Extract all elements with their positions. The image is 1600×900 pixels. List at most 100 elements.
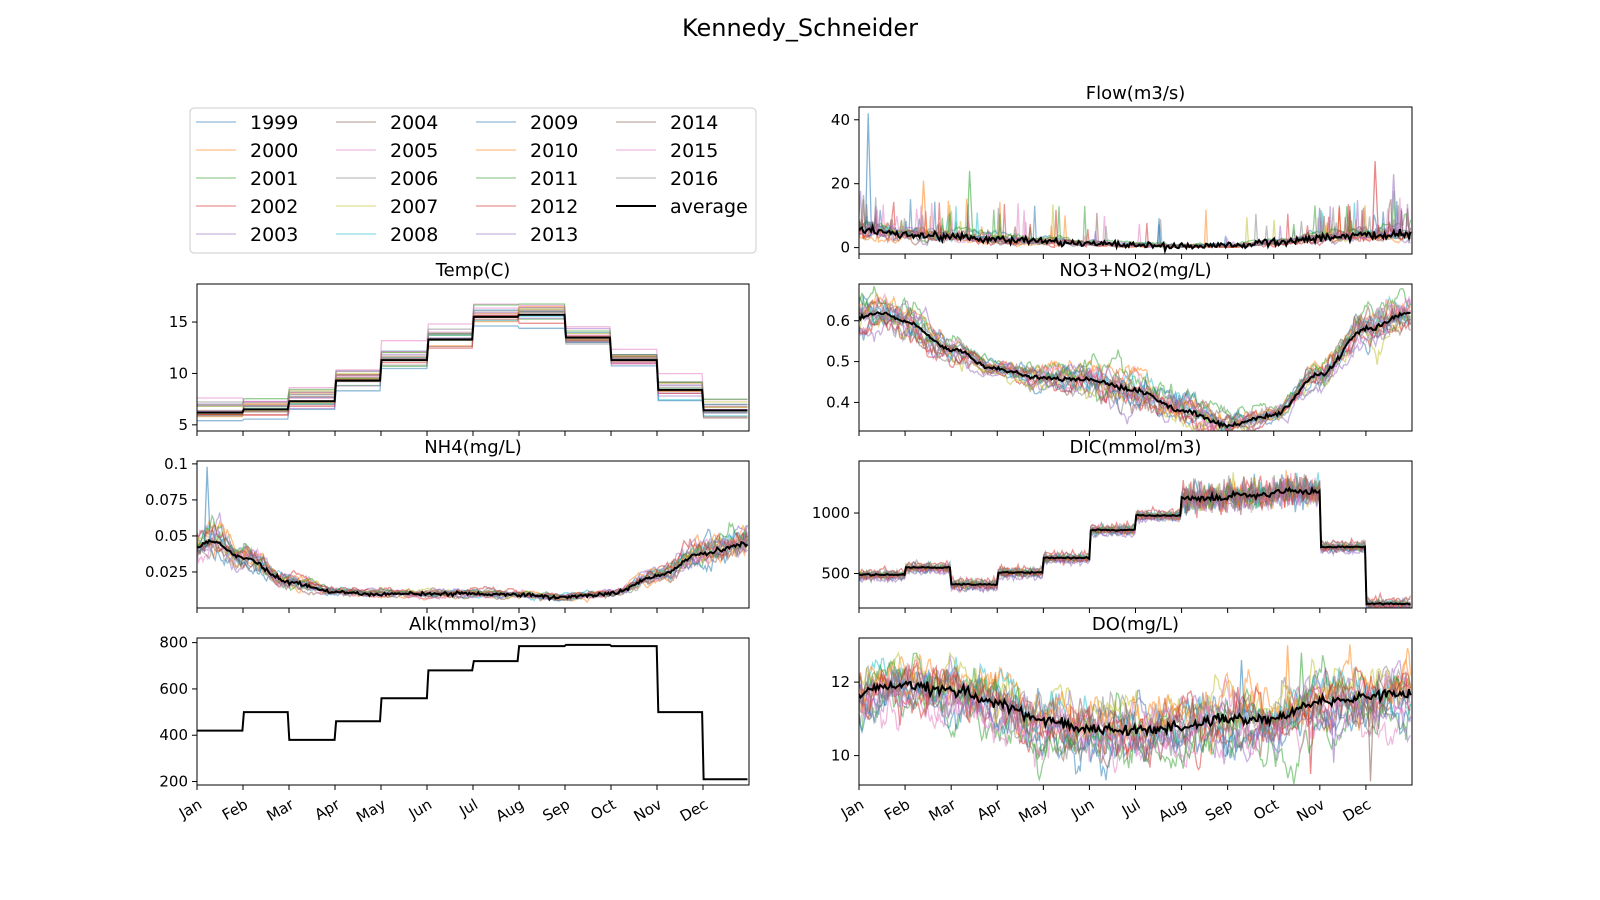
legend-label: 2006 bbox=[390, 168, 438, 190]
alk-title: Alk(mmol/m3) bbox=[409, 614, 537, 635]
temp-ytick-label: 10 bbox=[169, 364, 188, 382]
do-series-2014 bbox=[859, 665, 1412, 752]
alk-xtick-label: Oct bbox=[588, 795, 620, 824]
do-ytick-label: 12 bbox=[831, 673, 850, 691]
alk-ytick-label: 600 bbox=[159, 680, 188, 698]
legend-item-2006: 2006 bbox=[336, 168, 438, 190]
do-series-2009 bbox=[859, 669, 1412, 781]
do-xtick-label: May bbox=[1015, 795, 1051, 826]
temp-ytick-label: 5 bbox=[178, 416, 188, 434]
legend-label: 2003 bbox=[250, 224, 298, 246]
legend-label: average bbox=[670, 196, 748, 218]
dic-series-2006 bbox=[859, 474, 1411, 608]
panel-dic: DIC(mmol/m3) 500 1000 bbox=[812, 437, 1413, 613]
alk-xtick-label: Jan bbox=[175, 795, 205, 823]
temp-title: Temp(C) bbox=[435, 260, 511, 281]
dic-ytick-label: 500 bbox=[821, 565, 850, 583]
legend-item-2005: 2005 bbox=[336, 140, 438, 162]
legend-label: 2014 bbox=[670, 112, 718, 134]
nh4-ytick-label: 0.075 bbox=[145, 491, 188, 509]
legend-label: 2016 bbox=[670, 168, 718, 190]
legend-item-2011: 2011 bbox=[476, 168, 578, 190]
flow-ytick-label: 40 bbox=[831, 111, 850, 129]
legend-label: 2004 bbox=[390, 112, 438, 134]
alk-xtick-label: Jul bbox=[455, 795, 481, 820]
legend: 1999 2000 2001 2002 2003 2004 2005 2006 2007 2008… bbox=[189, 107, 757, 254]
do-title: DO(mg/L) bbox=[1092, 614, 1179, 635]
dic-series-2002 bbox=[859, 472, 1412, 605]
legend-item-average: average bbox=[616, 196, 748, 218]
legend-label: 2011 bbox=[530, 168, 578, 190]
temp-ytick-label: 15 bbox=[169, 313, 188, 331]
panel-flow: Flow(m3/s) 0 20 40 bbox=[831, 83, 1413, 259]
alk-xtick-label: May bbox=[353, 795, 389, 826]
no3-title: NO3+NO2(mg/L) bbox=[1059, 260, 1211, 281]
do-xtick-label: Jan bbox=[837, 795, 867, 823]
nh4-ytick-label: 0.05 bbox=[155, 527, 188, 545]
do-average-line bbox=[859, 679, 1412, 738]
dic-series-2005 bbox=[859, 472, 1411, 608]
legend-item-2016: 2016 bbox=[616, 168, 718, 190]
legend-label: 2000 bbox=[250, 140, 298, 162]
legend-label: 2015 bbox=[670, 140, 718, 162]
alk-xtick-label: Jun bbox=[405, 795, 435, 823]
flow-spike bbox=[966, 170, 974, 238]
flow-title: Flow(m3/s) bbox=[1086, 83, 1186, 104]
dic-ytick-label: 1000 bbox=[812, 504, 850, 522]
legend-label: 2008 bbox=[390, 224, 438, 246]
panel-alk: Alk(mmol/m3) 200 400 600 800 Jan Feb Mar Apr May J… bbox=[159, 614, 750, 826]
do-xtick-label: Mar bbox=[926, 795, 960, 825]
alk-ytick-label: 400 bbox=[159, 726, 188, 744]
dic-series-2010 bbox=[859, 470, 1411, 608]
flow-spike bbox=[864, 113, 873, 231]
dic-series-2000 bbox=[859, 476, 1411, 608]
no3-ytick-label: 0.5 bbox=[826, 353, 850, 371]
do-series-2007 bbox=[859, 651, 1411, 746]
legend-item-2003: 2003 bbox=[196, 224, 298, 246]
legend-item-2015: 2015 bbox=[616, 140, 718, 162]
flow-ytick-label: 20 bbox=[831, 175, 850, 193]
temp-series-2012 bbox=[197, 314, 748, 416]
do-xtick-label: Sep bbox=[1202, 795, 1235, 825]
legend-label: 2010 bbox=[530, 140, 578, 162]
alk-xtick-label: Mar bbox=[263, 795, 297, 825]
legend-item-2009: 2009 bbox=[476, 112, 578, 134]
panel-do: DO(mg/L) 10 12 Jan Feb Mar Apr May Jun Jul Aug Sep O… bbox=[831, 614, 1413, 826]
legend-item-2013: 2013 bbox=[476, 224, 578, 246]
do-spike bbox=[1367, 696, 1375, 782]
do-xtick-label: Nov bbox=[1293, 795, 1327, 825]
panel-temp: Temp(C) 5 10 15 bbox=[169, 260, 750, 436]
legend-item-2001: 2001 bbox=[196, 168, 298, 190]
flow-ytick-label: 0 bbox=[840, 239, 850, 257]
do-xtick-label: Oct bbox=[1250, 795, 1282, 824]
dic-series-2016 bbox=[859, 474, 1411, 608]
temp-average-line bbox=[197, 313, 748, 414]
no3-average-line bbox=[859, 311, 1411, 429]
legend-label: 2002 bbox=[250, 196, 298, 218]
flow-spike bbox=[920, 180, 928, 236]
flow-spike bbox=[1371, 161, 1380, 235]
legend-item-2008: 2008 bbox=[336, 224, 438, 246]
nh4-ytick-label: 0.025 bbox=[145, 563, 188, 581]
do-xtick-label: Aug bbox=[1155, 795, 1189, 825]
alk-xtick-label: Aug bbox=[493, 795, 527, 825]
flow-average-line bbox=[859, 222, 1412, 254]
alk-average-line bbox=[197, 643, 748, 781]
nh4-spike bbox=[203, 466, 211, 543]
do-spike bbox=[1330, 699, 1338, 763]
legend-label: 2005 bbox=[390, 140, 438, 162]
dic-series-2011 bbox=[859, 479, 1411, 608]
panel-nh4: NH4(mg/L) 0.025 0.05 0.075 0.1 bbox=[145, 437, 750, 613]
panel-no3: NO3+NO2(mg/L) 0.4 0.5 0.6 bbox=[826, 260, 1413, 436]
do-xtick-label: Jul bbox=[1118, 795, 1144, 820]
do-series-2015 bbox=[859, 659, 1412, 756]
legend-label: 2012 bbox=[530, 196, 578, 218]
alk-xtick-label: Nov bbox=[631, 795, 665, 825]
nh4-ytick-label: 0.1 bbox=[164, 455, 188, 473]
legend-item-1999: 1999 bbox=[196, 112, 298, 134]
legend-item-2012: 2012 bbox=[476, 196, 578, 218]
do-spike bbox=[1297, 652, 1306, 707]
figure-title: Kennedy_Schneider bbox=[682, 14, 918, 42]
dic-series-2007 bbox=[859, 472, 1411, 608]
